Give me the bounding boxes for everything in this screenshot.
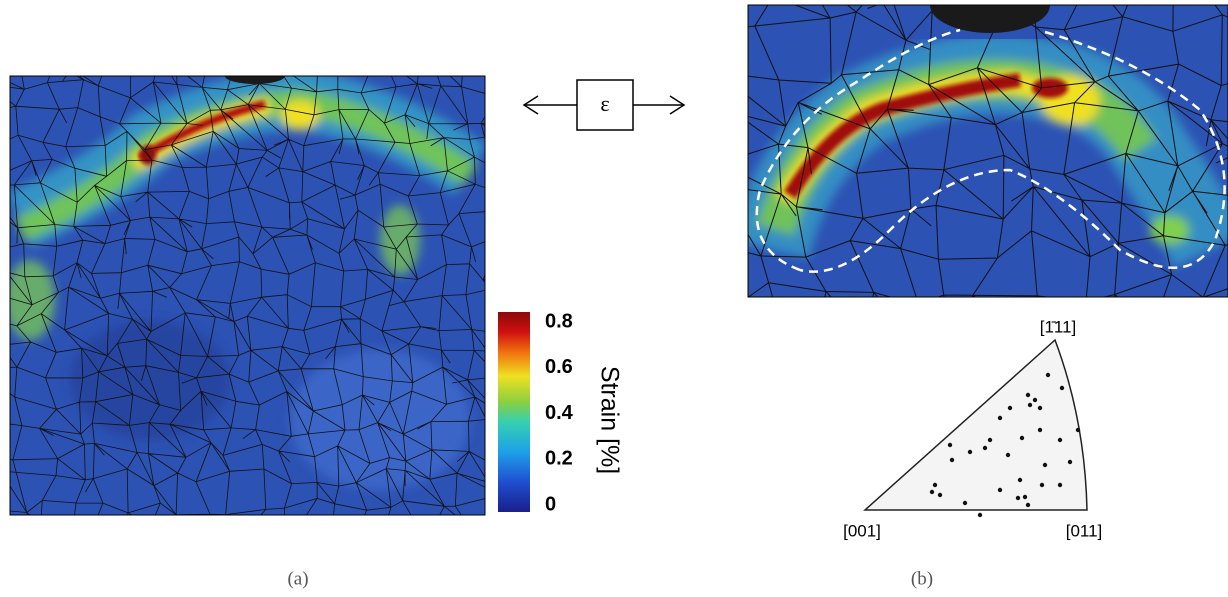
ipf-corner: [011] (1066, 521, 1103, 540)
panel-label: (a) (287, 568, 308, 589)
orientation-dot (977, 512, 983, 518)
orientation-dot (1057, 437, 1063, 443)
orientation-dot (932, 482, 938, 488)
orientation-dot (1039, 482, 1045, 488)
strain-symbol: ε (600, 91, 609, 116)
orientation-dot (1015, 495, 1021, 501)
orientation-dot (949, 457, 955, 463)
orientation-dot (1025, 392, 1031, 398)
orientation-dot (1042, 462, 1048, 468)
orientation-dot (1059, 385, 1065, 391)
orientation-dot (1037, 427, 1043, 433)
orientation-dot (1067, 459, 1073, 465)
colorbar-tick-label: 0.2 (545, 448, 573, 470)
colorbar-tick-label: 0.4 (545, 402, 574, 424)
orientation-dot (997, 415, 1003, 421)
loading-arrows (522, 79, 686, 131)
colorbar-label: Strain [%] (595, 366, 623, 474)
ipf-triangle (863, 338, 1088, 511)
strain-map-b (748, 5, 1228, 297)
grain-boundaries (10, 76, 485, 515)
map-frame (9, 75, 486, 516)
ipf-corner: [001] (843, 521, 881, 540)
orientation-dot (1005, 452, 1011, 458)
strain-map-a (10, 76, 485, 515)
orientation-dot (1019, 435, 1025, 441)
ipf-corner: [1̄11] (1040, 317, 1077, 336)
map-frame (747, 4, 1228, 298)
orientation-dot (967, 449, 973, 455)
orientation-dot (987, 437, 993, 443)
orientation-dot (1025, 502, 1031, 508)
orientation-dot (997, 487, 1003, 493)
orientation-dot (1027, 402, 1033, 408)
orientation-dot (947, 442, 953, 448)
orientation-dot (1022, 494, 1028, 500)
orientation-dot (937, 492, 943, 498)
orientation-dot (1045, 372, 1051, 378)
orientation-dot (929, 489, 935, 495)
colorbar-tick-label: 0 (545, 493, 556, 515)
orientation-dot (1057, 482, 1063, 488)
orientation-dot (1032, 397, 1038, 403)
orientation-dot (1075, 427, 1081, 433)
orientation-dot (982, 445, 988, 451)
panel-label: (b) (911, 568, 933, 589)
orientation-dot (962, 500, 968, 506)
grain-boundaries (748, 5, 1228, 297)
colorbar-tick-label: 0.8 (545, 310, 573, 332)
orientation-dot (1037, 405, 1043, 411)
orientation-dot (1007, 405, 1013, 411)
orientation-dot (1017, 477, 1023, 483)
colorbar (498, 312, 530, 512)
colorbar-tick-label: 0.6 (545, 356, 573, 378)
